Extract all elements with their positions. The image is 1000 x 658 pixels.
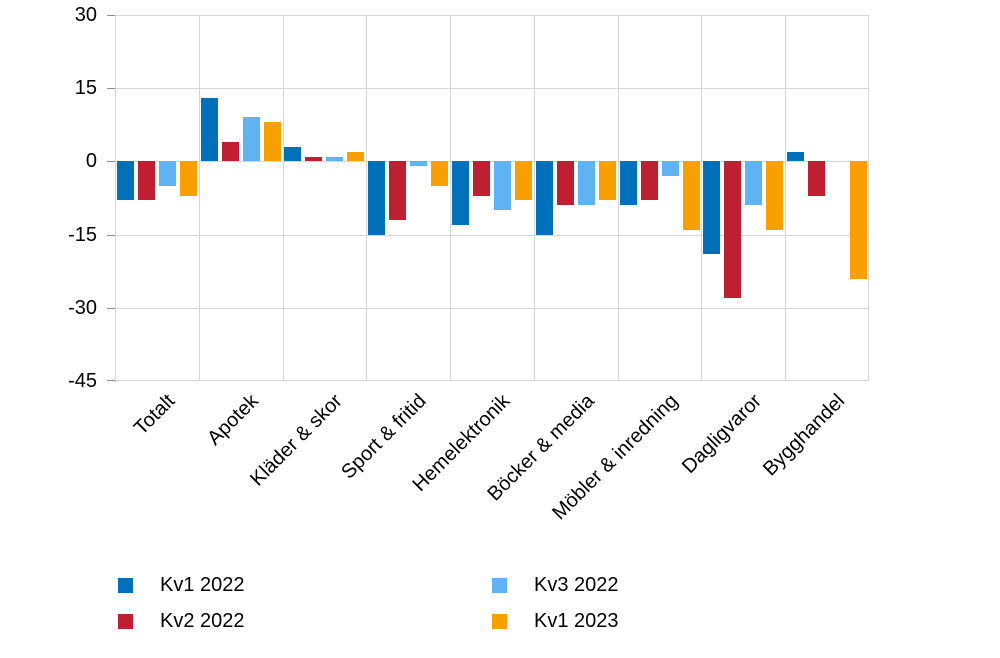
bar [703, 161, 721, 255]
bar [200, 97, 218, 162]
gridline-h [115, 161, 869, 163]
bar [431, 161, 449, 186]
axis-tick [107, 307, 115, 309]
gridline-h [115, 234, 869, 236]
legend-label: Kv1 2022 [160, 573, 245, 596]
bar [682, 161, 700, 230]
y-axis-label: 0 [85, 150, 97, 173]
y-axis-label: 15 [74, 77, 97, 100]
axis-tick [107, 234, 115, 236]
legend-item: Kv3 2022 [492, 574, 619, 596]
gridline-v [282, 15, 284, 381]
legend-swatch [492, 613, 507, 629]
bar [640, 161, 658, 201]
bar [452, 161, 469, 225]
bar [347, 151, 365, 162]
gridline-v [115, 15, 116, 381]
gridline-v [785, 15, 787, 381]
gridline-v [198, 15, 200, 381]
axis-tick [107, 380, 115, 381]
bar [808, 161, 826, 196]
legend-swatch [492, 577, 507, 593]
x-axis-label: Apotek [203, 390, 264, 450]
bar [494, 161, 511, 211]
gridline-v [701, 15, 703, 381]
gridline-h [115, 307, 869, 309]
bar [473, 161, 490, 196]
y-axis-label: -30 [68, 296, 97, 319]
bar [556, 161, 574, 206]
axis-tick [107, 15, 115, 16]
bar [766, 161, 784, 230]
gridline-v [366, 15, 368, 381]
legend-item: Kv2 2022 [118, 610, 245, 632]
x-axis-label: Bygghandel [759, 390, 850, 481]
bar [661, 161, 679, 177]
gridline-h [115, 88, 869, 90]
bar [745, 161, 763, 206]
x-axis-label: Dagligvaror [678, 390, 766, 478]
gridline-h [115, 380, 869, 381]
gridline-v [450, 15, 452, 381]
gridline-v [533, 15, 535, 381]
bar [263, 122, 281, 162]
bar [158, 161, 176, 186]
bar [305, 156, 323, 162]
bar [179, 161, 197, 196]
bar [368, 161, 386, 235]
gridline-v [868, 15, 869, 381]
gridline-h [115, 15, 869, 16]
bar [389, 161, 407, 220]
bar [284, 146, 302, 162]
bar [410, 161, 428, 167]
gridline-v [617, 15, 619, 381]
y-axis-label: 30 [74, 4, 97, 26]
bar [619, 161, 637, 206]
axis-tick [107, 161, 115, 163]
legend-column-right: Kv3 2022 Kv1 2023 [492, 574, 619, 632]
legend-item: Kv1 2022 [118, 574, 245, 596]
y-axis-label: -45 [68, 370, 97, 392]
bar [137, 161, 155, 201]
bar [515, 161, 532, 201]
legend-item: Kv1 2023 [492, 610, 619, 632]
bar [535, 161, 553, 235]
plot-area [115, 15, 869, 381]
legend-label: Kv1 2023 [534, 609, 619, 632]
bar [850, 161, 868, 279]
bar [221, 141, 239, 162]
bar [787, 151, 805, 162]
legend-swatch [118, 577, 133, 593]
axis-tick [107, 88, 115, 90]
bar [242, 117, 260, 162]
x-axis-label: Totalt [130, 390, 180, 440]
bar [577, 161, 595, 206]
bar [326, 156, 344, 162]
legend-label: Kv2 2022 [160, 609, 245, 632]
legend-label: Kv3 2022 [534, 573, 619, 596]
bar [116, 161, 134, 201]
legend-column-left: Kv1 2022 Kv2 2022 [118, 574, 245, 632]
bar [724, 161, 742, 299]
legend-swatch [118, 613, 133, 629]
y-axis-label: -15 [68, 223, 97, 246]
bar [598, 161, 616, 201]
